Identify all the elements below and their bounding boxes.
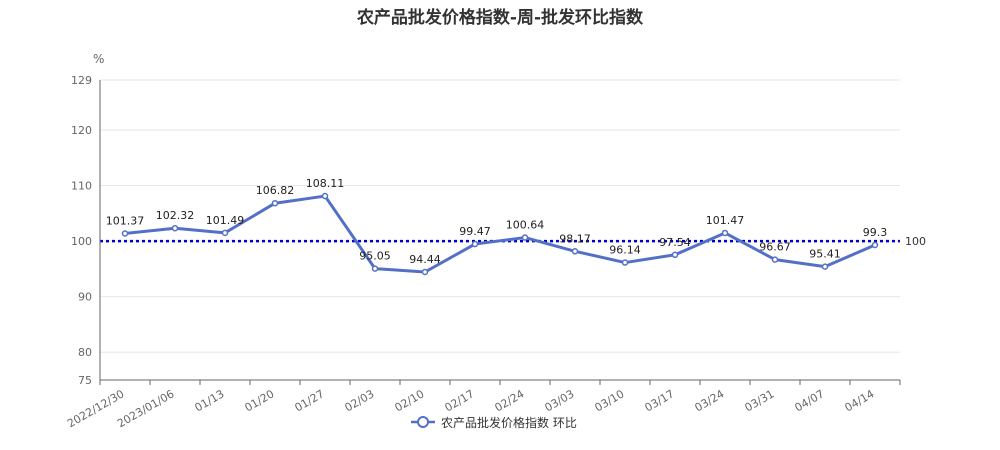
x-tick-label: 02/17 bbox=[443, 387, 477, 414]
x-tick-label: 02/03 bbox=[343, 387, 377, 414]
y-tick-label: 75 bbox=[78, 374, 92, 387]
series-group bbox=[121, 192, 879, 276]
data-point[interactable] bbox=[821, 263, 829, 270]
data-label: 99.3 bbox=[863, 226, 888, 239]
x-tick-label: 01/13 bbox=[193, 387, 227, 414]
x-tick-label: 03/10 bbox=[593, 387, 627, 414]
x-tick-label: 03/24 bbox=[693, 387, 727, 414]
data-point[interactable] bbox=[721, 229, 729, 237]
x-tick-label: 01/27 bbox=[293, 387, 327, 414]
data-label: 95.05 bbox=[359, 250, 391, 263]
x-tick-label: 01/20 bbox=[243, 387, 277, 414]
data-labels: 101.37 102.32 101.49 106.82 108.11 95.05 94.44… bbox=[106, 177, 888, 266]
x-tick-label: 02/10 bbox=[393, 387, 427, 414]
x-tick-label: 03/17 bbox=[643, 387, 677, 414]
data-label: 99.47 bbox=[459, 225, 491, 238]
data-point[interactable] bbox=[371, 265, 379, 272]
reference-line-group: 100 bbox=[100, 235, 926, 248]
legend-marker-icon bbox=[417, 416, 429, 428]
data-point[interactable] bbox=[521, 234, 529, 241]
x-tick-label: 03/03 bbox=[543, 387, 577, 414]
data-label: 96.67 bbox=[759, 241, 791, 254]
reference-line-label: 100 bbox=[905, 235, 926, 248]
data-label: 102.32 bbox=[156, 209, 195, 222]
x-tick-label: 02/24 bbox=[493, 387, 527, 414]
data-point[interactable] bbox=[271, 199, 279, 207]
data-point[interactable] bbox=[121, 230, 129, 237]
x-tick-label: 04/14 bbox=[843, 387, 877, 414]
legend-label[interactable]: 农产品批发价格指数 环比 bbox=[441, 415, 577, 430]
chart-title: 农产品批发价格指数-周-批发环比指数 bbox=[356, 8, 644, 28]
data-label: 100.64 bbox=[506, 219, 545, 232]
data-point[interactable] bbox=[321, 192, 329, 200]
y-tick-label: 100 bbox=[71, 235, 92, 248]
x-tick-label: 03/31 bbox=[743, 387, 777, 414]
data-label: 96.14 bbox=[609, 244, 641, 257]
x-tick-label: 2023/01/06 bbox=[115, 387, 176, 430]
series-line bbox=[124, 194, 876, 274]
data-label: 108.11 bbox=[306, 177, 345, 190]
data-point[interactable] bbox=[421, 268, 429, 276]
data-label: 106.82 bbox=[256, 184, 295, 197]
y-tick-label: 129 bbox=[71, 74, 92, 87]
data-label: 101.49 bbox=[206, 214, 245, 227]
data-label: 95.41 bbox=[809, 248, 841, 261]
x-tick-label: 04/07 bbox=[793, 387, 827, 414]
data-label: 101.47 bbox=[706, 214, 745, 227]
data-label: 97.54 bbox=[659, 236, 691, 249]
data-label: 101.37 bbox=[106, 215, 145, 228]
y-axis-unit: % bbox=[93, 52, 105, 66]
data-point[interactable] bbox=[871, 241, 879, 249]
data-point[interactable] bbox=[771, 256, 779, 263]
y-tick-label: 110 bbox=[71, 180, 92, 193]
data-label: 98.17 bbox=[559, 232, 591, 245]
data-label: 94.44 bbox=[409, 253, 441, 266]
y-tick-label: 90 bbox=[78, 291, 92, 304]
y-tick-label: 120 bbox=[71, 124, 92, 137]
data-point[interactable] bbox=[621, 259, 629, 266]
data-point[interactable] bbox=[471, 240, 479, 248]
data-point[interactable] bbox=[571, 248, 579, 255]
data-point[interactable] bbox=[671, 251, 679, 259]
legend[interactable]: 农产品批发价格指数 环比 bbox=[411, 415, 577, 430]
y-tick-label: 80 bbox=[78, 346, 92, 359]
data-point[interactable] bbox=[171, 224, 179, 232]
data-point[interactable] bbox=[221, 229, 229, 237]
